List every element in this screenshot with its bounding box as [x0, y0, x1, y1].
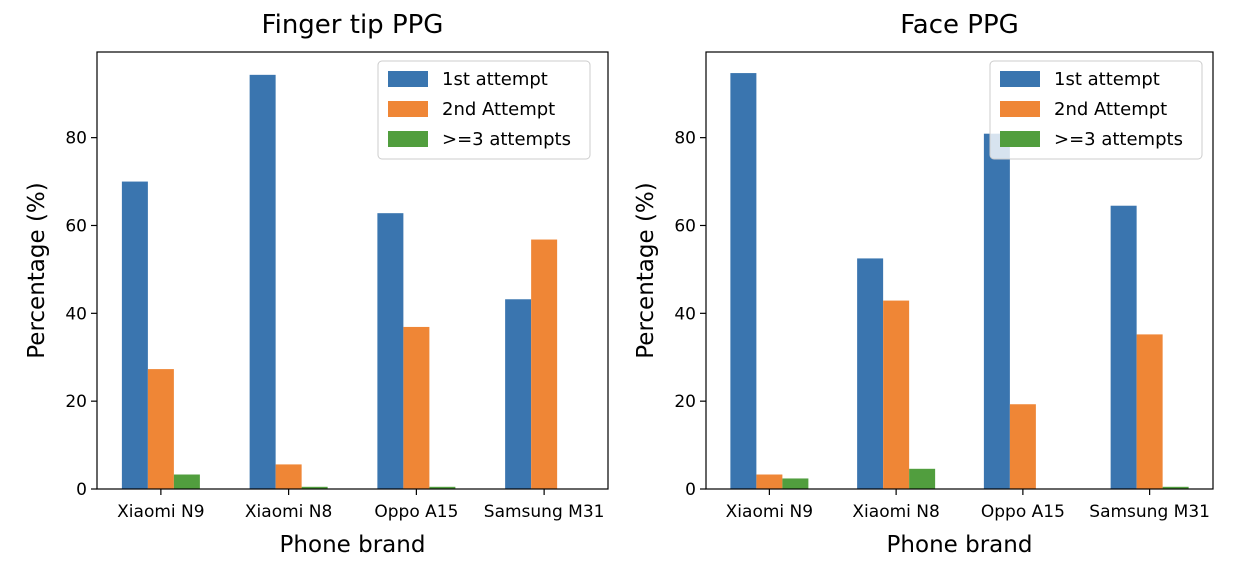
x-tick-label: Xiaomi N9: [726, 502, 813, 522]
bar-1st-attempt-samsung-m31: [1110, 205, 1137, 489]
bar--3-attempts-xiaomi-n9: [782, 478, 809, 489]
bar-2nd-attempt-xiaomi-n8: [275, 464, 302, 489]
x-tick-label: Xiaomi N8: [852, 502, 939, 522]
x-tick-label: Oppo A15: [374, 502, 458, 522]
legend-swatch: [388, 131, 428, 147]
x-axis-label: Phone brand: [280, 532, 426, 558]
legend: 1st attempt 2nd Attempt >=3 attempts: [377, 60, 591, 160]
bar-2nd-attempt-xiaomi-n9: [756, 474, 783, 489]
y-tick-label: 0: [685, 480, 696, 500]
y-tick-label: 80: [65, 129, 87, 149]
legend-swatch: [388, 101, 428, 117]
legend-swatch: [1000, 101, 1040, 117]
bar-1st-attempt-oppo-a15: [377, 213, 404, 489]
bar-1st-attempt-xiaomi-n8: [857, 258, 884, 489]
chart-panel-1: 0 20 40 60 80 Xiaomi N9 Xiaomi N8 Oppo A15 Samsu…: [24, 10, 609, 558]
x-axis-label: Phone brand: [887, 532, 1033, 558]
y-tick-label: 80: [674, 129, 696, 149]
bar--3-attempts-oppo-a15: [429, 486, 456, 489]
x-tick-label: Oppo A15: [981, 502, 1065, 522]
bar-2nd-attempt-xiaomi-n9: [147, 369, 174, 489]
chart-title: Finger tip PPG: [262, 10, 444, 40]
legend-box: [989, 60, 1203, 160]
bar-1st-attempt-xiaomi-n8: [249, 74, 276, 489]
bar-1st-attempt-xiaomi-n9: [121, 181, 148, 489]
plot-frame: [705, 51, 1214, 490]
legend-swatch: [1000, 131, 1040, 147]
bar-1st-attempt-oppo-a15: [983, 133, 1010, 489]
y-tick-label: 40: [674, 304, 696, 324]
y-tick-label: 40: [65, 304, 87, 324]
x-tick-label: Xiaomi N8: [245, 502, 332, 522]
y-tick-label: 20: [674, 392, 696, 412]
plot-frame: [96, 51, 609, 490]
x-tick-label: Samsung M31: [484, 502, 605, 522]
legend-entry: >=3 attempts: [1054, 129, 1183, 150]
y-tick-label: 60: [65, 216, 87, 236]
chart-panel-2: 0 20 40 60 80 Xiaomi N9 Xiaomi N8 Oppo A15 Samsu…: [633, 10, 1214, 558]
legend-entry: 1st attempt: [1054, 69, 1160, 90]
legend-entry: 2nd Attempt: [442, 99, 555, 120]
bar-2nd-attempt-oppo-a15: [403, 326, 430, 489]
y-axis-label: Percentage (%): [24, 182, 50, 359]
bar-2nd-attempt-oppo-a15: [1009, 404, 1036, 489]
bar-2nd-attempt-samsung-m31: [531, 239, 558, 489]
y-tick-label: 20: [65, 392, 87, 412]
y-tick-label: 60: [674, 216, 696, 236]
legend-entry: 1st attempt: [442, 69, 548, 90]
bar--3-attempts-xiaomi-n8: [909, 468, 936, 489]
x-tick-label: Xiaomi N9: [117, 502, 204, 522]
bar-2nd-attempt-samsung-m31: [1136, 334, 1163, 489]
legend-entry: >=3 attempts: [442, 129, 571, 150]
bar-1st-attempt-samsung-m31: [505, 299, 532, 489]
x-tick-label: Samsung M31: [1089, 502, 1210, 522]
legend-box: [377, 60, 591, 160]
y-tick-label: 0: [76, 480, 87, 500]
legend-swatch: [388, 71, 428, 87]
bar-1st-attempt-xiaomi-n9: [730, 73, 757, 489]
legend-swatch: [1000, 71, 1040, 87]
y-axis-label: Percentage (%): [633, 182, 659, 359]
bar--3-attempts-xiaomi-n9: [173, 474, 200, 489]
legend-entry: 2nd Attempt: [1054, 99, 1167, 120]
chart-title: Face PPG: [900, 10, 1019, 40]
legend: 1st attempt 2nd Attempt >=3 attempts: [989, 60, 1203, 160]
bar-2nd-attempt-xiaomi-n8: [883, 300, 910, 489]
bar--3-attempts-xiaomi-n8: [301, 486, 328, 489]
bar--3-attempts-samsung-m31: [1162, 486, 1189, 489]
